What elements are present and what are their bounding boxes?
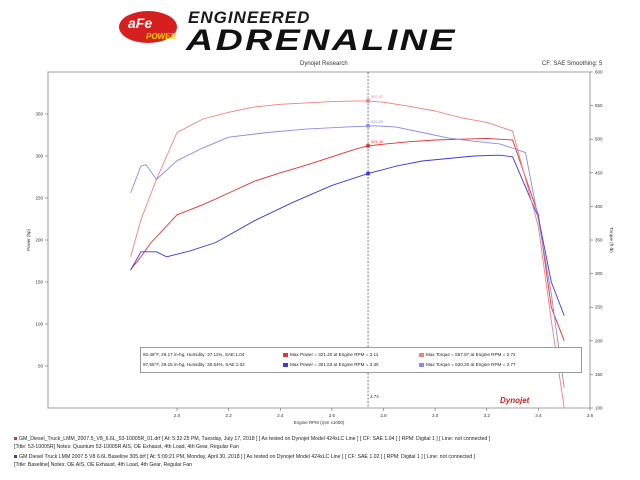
- y-right-tick-label: 500: [595, 137, 603, 142]
- x-tick-label: 3.6: [587, 413, 594, 418]
- cursor-marker-4: [366, 171, 370, 176]
- legend-power-1-text: Max Power = 321.40 at Engine RPM = 3.11: [290, 352, 379, 357]
- y-right-tick-label: 250: [595, 305, 603, 310]
- cursor-marker-3: [366, 144, 370, 148]
- y-left-tick-label: 350: [35, 112, 43, 117]
- x-tick-label: 3.0: [432, 413, 439, 418]
- legend-swatch-lavender: [419, 362, 424, 367]
- y-left-tick-label: 300: [35, 154, 43, 159]
- y-right-tick-label: 550: [595, 103, 603, 108]
- legend-swatch-pink: [419, 352, 424, 357]
- chart-header-right: CF: SAE Smoothing: 5: [542, 61, 603, 67]
- legend-torque-1: Max Torque = 557.57 at Engine RPM = 2.72: [419, 352, 516, 357]
- dynojet-brand: Dynojet: [500, 396, 530, 405]
- rpm-cursor-label: 2.74: [370, 394, 379, 399]
- x-tick-label: 3.4: [535, 413, 542, 418]
- y-left-tick-label: 150: [35, 280, 43, 285]
- chart-header-center: Dynojet Research: [300, 61, 348, 67]
- cursor-marker-2: [366, 123, 370, 128]
- x-tick-label: 2.4: [277, 413, 284, 418]
- y-left-tick-label: 250: [35, 196, 43, 201]
- footer-run-1-text: GM_Diesel_Truck_LMM_2007.5_V8_6.6L_53-10…: [19, 436, 491, 442]
- x-axis-label: Engine RPM (rpm x1000): [294, 420, 345, 425]
- footer-run-2-notes: [Title: Baseline] Notes: OE AIS, OE Exha…: [14, 462, 193, 468]
- legend-torque-1-text: Max Torque = 557.57 at Engine RPM = 2.72: [426, 352, 516, 357]
- y-axis-left-label: Power (hp): [26, 228, 31, 251]
- x-tick-label: 2.2: [226, 413, 233, 418]
- headline-top: ENGINEERED: [188, 8, 311, 27]
- y-left-tick-label: 200: [35, 238, 43, 243]
- y-right-tick-label: 300: [595, 271, 603, 276]
- y-right-tick-label: 200: [595, 338, 603, 343]
- y-axis-right-label: Torque (ft-lb): [609, 227, 614, 253]
- x-tick-label: 2.0: [174, 413, 181, 418]
- legend-power-2-text: Max Power = 301.63 at Engine RPM = 3.30: [290, 362, 379, 367]
- legend-conditions-1: 92.48°F, 29.17 in-hg, Humidity: 37.11%, …: [143, 352, 245, 357]
- x-tick-label: 3.2: [484, 413, 491, 418]
- logo-sub-text: POWER: [146, 32, 176, 41]
- legend-torque-2-text: Max Torque = 520.20 at Engine RPM = 2.77: [426, 362, 516, 367]
- footer-marker-blue: [14, 455, 17, 459]
- series-line-1: [130, 137, 565, 341]
- legend-power-1: Max Power = 321.40 at Engine RPM = 3.11: [283, 352, 378, 357]
- cursor-value-1: 557.57: [371, 94, 384, 99]
- footer-run-1-notes: [Title: 53-10005R] Notes: Quantum 53-100…: [14, 444, 239, 450]
- x-tick-label: 2.6: [329, 413, 336, 418]
- footer-run-1: GM_Diesel_Truck_LMM_2007.5_V8_6.6L_53-10…: [14, 436, 490, 442]
- series-line-3: [130, 100, 565, 409]
- footer-run-2: GM Diesel Truck LMM 2007.5 V8 6.6L Basel…: [14, 454, 475, 460]
- logo-badge: [119, 11, 177, 43]
- cursor-marker-1: [366, 99, 370, 103]
- headline-main: ADRENALINE: [186, 24, 457, 57]
- y-right-tick-label: 350: [595, 238, 603, 243]
- y-left-tick-label: 100: [35, 322, 43, 327]
- legend-conditions-2: 97.65°F, 29.15 in-hg, Humidity: 30.54%, …: [143, 362, 245, 367]
- y-right-tick-label: 400: [595, 204, 603, 209]
- cursor-value-2: 520.20: [371, 119, 384, 124]
- legend-power-2: Max Power = 301.63 at Engine RPM = 3.30: [283, 362, 379, 367]
- legend-swatch-red: [283, 352, 288, 357]
- x-tick-label: 2.8: [380, 413, 387, 418]
- legend-swatch-blue: [283, 362, 288, 367]
- logo-main-text: aFe: [128, 15, 152, 31]
- y-right-tick-label: 450: [595, 170, 603, 175]
- footer-run-2-text: GM Diesel Truck LMM 2007.5 V8 6.6L Basel…: [19, 454, 476, 460]
- y-right-tick-label: 150: [595, 372, 603, 377]
- cursor-value-3: 321.40: [371, 139, 384, 144]
- results-legend: 92.48°F, 29.17 in-hg, Humidity: 37.11%, …: [140, 347, 582, 373]
- y-right-tick-label: 100: [595, 406, 603, 411]
- y-right-tick-label: 600: [595, 70, 603, 75]
- afe-power-logo: aFe POWER: [119, 11, 177, 43]
- footer-marker-red: [14, 437, 17, 441]
- series-line-4: [130, 125, 565, 388]
- legend-torque-2: Max Torque = 520.20 at Engine RPM = 2.77: [419, 362, 516, 367]
- y-left-tick-label: 50: [38, 364, 44, 369]
